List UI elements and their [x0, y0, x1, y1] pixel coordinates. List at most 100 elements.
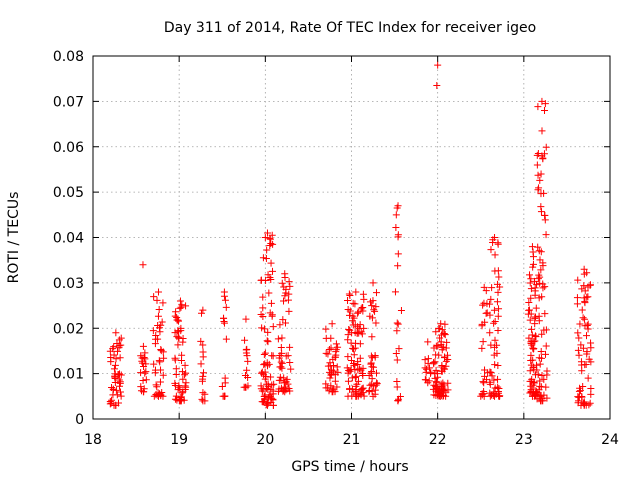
data-point [366, 381, 374, 389]
data-point [368, 354, 376, 362]
data-point [258, 324, 266, 332]
data-point [268, 381, 276, 389]
data-point [372, 369, 380, 377]
data-point [178, 395, 186, 403]
data-point [199, 375, 207, 383]
data-point [489, 236, 497, 244]
data-point [347, 366, 355, 374]
data-point [280, 383, 288, 391]
data-point [153, 383, 161, 391]
data-point [267, 259, 275, 267]
data-point [139, 261, 147, 269]
data-point [269, 267, 277, 275]
data-point [328, 388, 336, 396]
data-point [197, 360, 205, 368]
data-point [486, 311, 494, 319]
data-point [333, 363, 341, 371]
data-point [538, 127, 546, 135]
data-point [139, 388, 147, 396]
data-point [112, 401, 120, 409]
y-tick-label: 0 [75, 412, 84, 428]
data-point [159, 299, 167, 307]
data-point [531, 284, 539, 292]
data-point [106, 347, 114, 355]
data-point [368, 368, 376, 376]
data-point [260, 351, 268, 359]
data-point [535, 386, 543, 394]
data-points [106, 61, 595, 409]
data-point [219, 314, 227, 322]
data-point [350, 388, 358, 396]
y-tick-label: 0.05 [53, 185, 84, 201]
data-point [438, 367, 446, 375]
data-point [109, 391, 117, 399]
x-tick-label: 20 [256, 432, 274, 448]
data-point [344, 336, 352, 344]
data-point [528, 392, 536, 400]
data-point [479, 378, 487, 386]
data-point [155, 306, 163, 313]
data-point [528, 331, 536, 339]
x-tick-label: 19 [170, 432, 188, 448]
data-point [261, 234, 269, 241]
data-point [527, 356, 535, 364]
data-point [355, 325, 363, 333]
data-point [536, 279, 544, 287]
data-point [110, 351, 118, 359]
data-point [490, 376, 498, 384]
data-point [259, 312, 267, 320]
data-point [141, 369, 149, 377]
data-point [579, 383, 587, 391]
data-point [286, 282, 294, 290]
data-point [264, 385, 272, 393]
data-point [487, 295, 495, 303]
data-point [274, 335, 282, 343]
data-point [539, 154, 547, 162]
data-point [580, 401, 588, 409]
data-point [173, 333, 181, 341]
data-point [278, 359, 286, 367]
data-point [394, 320, 402, 328]
data-point [261, 375, 269, 383]
data-point [578, 306, 586, 314]
data-point [269, 240, 277, 248]
data-point [433, 81, 441, 89]
data-point [486, 378, 494, 386]
data-point [182, 383, 190, 391]
data-point [444, 379, 452, 387]
data-point [282, 352, 290, 360]
data-point [371, 307, 379, 315]
data-point [584, 293, 592, 301]
data-point [587, 339, 595, 347]
data-point [242, 346, 250, 354]
data-point [421, 356, 429, 364]
data-point [325, 346, 333, 354]
data-point [535, 354, 543, 362]
data-point [535, 312, 543, 320]
data-point [528, 325, 536, 333]
data-point [490, 319, 498, 327]
data-point [575, 351, 583, 359]
data-point [276, 352, 284, 360]
data-point [243, 352, 251, 360]
data-point [171, 356, 179, 364]
data-point [285, 384, 293, 392]
data-point [494, 375, 502, 383]
data-point [358, 370, 366, 378]
data-point [257, 382, 265, 390]
data-point [541, 283, 549, 291]
data-point [154, 322, 162, 330]
data-point [580, 265, 588, 273]
data-point [444, 356, 452, 364]
data-point [584, 325, 592, 333]
data-point [286, 343, 294, 351]
data-point [534, 371, 542, 379]
data-point [531, 291, 539, 299]
data-point [393, 383, 401, 391]
data-point [171, 329, 179, 337]
data-point [529, 344, 537, 352]
data-point [531, 314, 539, 322]
data-point [241, 336, 249, 344]
data-point [587, 385, 595, 393]
data-point [137, 369, 145, 377]
